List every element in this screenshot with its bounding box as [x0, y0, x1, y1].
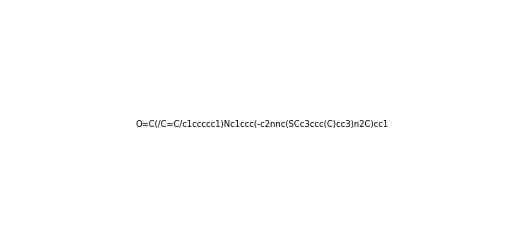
Text: O=C(/C=C/c1ccccc1)Nc1ccc(-c2nnc(SCc3ccc(C)cc3)n2C)cc1: O=C(/C=C/c1ccccc1)Nc1ccc(-c2nnc(SCc3ccc(… [136, 120, 389, 128]
